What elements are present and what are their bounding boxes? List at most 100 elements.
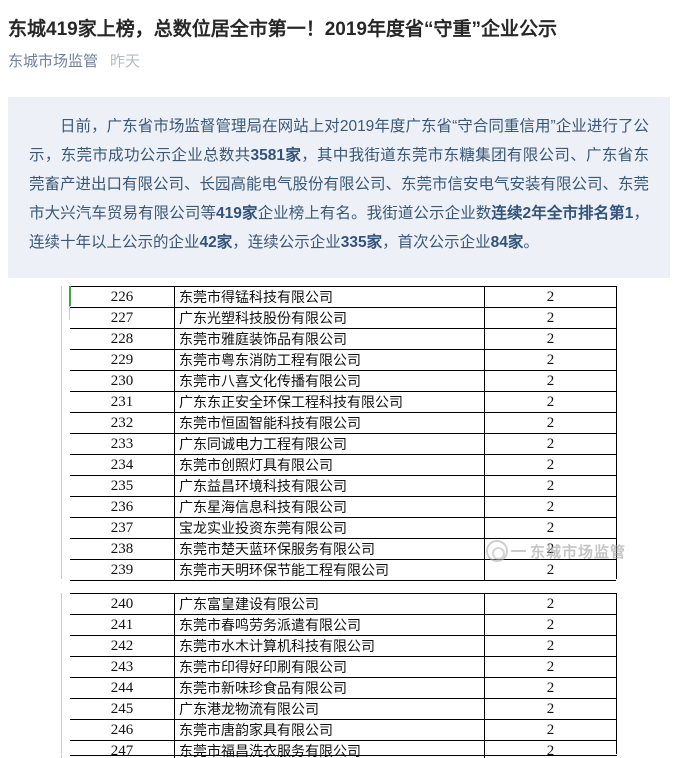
green-cell-marker <box>69 286 71 306</box>
count-cell: 2 <box>546 372 555 389</box>
row-number-cell: 229 <box>70 350 175 370</box>
row-number-cell: 244 <box>70 678 175 698</box>
row-number-cell: 238 <box>70 539 175 559</box>
row-number-cell: 245 <box>70 699 175 719</box>
table-row: 237 宝龙实业投资东莞有限公司 2 <box>70 518 616 539</box>
company-name-cell: 东莞市楚天蓝环保服务有限公司 <box>175 539 485 559</box>
company-name-cell: 东莞市八喜文化传播有限公司 <box>175 371 485 391</box>
table-row: 240 广东富皇建设有限公司 2 <box>70 594 616 615</box>
company-name-cell: 广东同诚电力工程有限公司 <box>175 434 485 454</box>
intro-highlight-box: 日前，广东省市场监督管理局在网站上对2019年度广东省“守合同重信用”企业进行了… <box>8 97 670 278</box>
intro-bold-segment: 连续2年全市排名第1 <box>491 205 634 222</box>
count-cell: 2 <box>546 330 555 347</box>
company-name-cell: 东莞市春鸣劳务派遣有限公司 <box>175 615 485 635</box>
count-cell: 2 <box>546 351 555 368</box>
intro-bold-segment: 335家 <box>340 234 383 251</box>
table-gutter-line <box>61 286 62 579</box>
count-cell: 2 <box>546 456 555 473</box>
row-number-cell: 230 <box>70 371 175 391</box>
table-row: 246 东莞市唐韵家具有限公司 2 <box>70 720 616 741</box>
count-cell: 2 <box>546 519 555 536</box>
intro-text-segment: ，其中我街道东莞市东糖集团有限公司、广东省东莞畜产进出口有限公司、长园高能电气股… <box>29 147 650 222</box>
company-name-cell: 东莞市福昌洗衣服务有限公司 <box>175 741 485 758</box>
row-number-cell: 240 <box>70 594 175 614</box>
table-row: 227 广东光塑科技股份有限公司 2 <box>70 308 616 329</box>
company-name-cell: 广东东正安全环保工程科技有限公司 <box>175 392 485 412</box>
account-name-link[interactable]: 东城市场监管 <box>8 53 99 70</box>
company-name-cell: 东莞市雅庭装饰品有限公司 <box>175 329 485 349</box>
article-title: 东城419家上榜，总数位居全市第一！2019年度省“守重”企业公示 <box>8 18 557 40</box>
table-row: 245 广东港龙物流有限公司 2 <box>70 699 616 720</box>
row-number-cell: 247 <box>70 741 175 758</box>
company-name-cell: 广东港龙物流有限公司 <box>175 699 485 719</box>
intro-bold-segment: 42家 <box>199 234 233 251</box>
intro-text-segment: 企业榜上有名。我街道公示企业数 <box>257 205 492 222</box>
next-row-gutter-stub <box>61 755 62 758</box>
count-cell: 2 <box>546 540 555 557</box>
intro-text-segment: 日前，广东省市场监督管理局在网站上对2019年度广东省“守合同重信用”企业进行了… <box>29 118 649 164</box>
gray-cell-marker <box>69 306 70 320</box>
intro-text-segment: ，连续十年以上公示的企业 <box>29 205 649 251</box>
company-name-cell: 东莞市创照灯具有限公司 <box>175 455 485 475</box>
table-row: 238 东莞市楚天蓝环保服务有限公司 2 <box>70 539 616 560</box>
company-name-cell: 广东富皇建设有限公司 <box>175 594 485 614</box>
count-cell: 2 <box>546 477 555 494</box>
row-number-cell: 232 <box>70 413 175 433</box>
company-name-cell: 广东光塑科技股份有限公司 <box>175 308 485 328</box>
company-name-cell: 广东星海信息科技有限公司 <box>175 497 485 517</box>
count-cell: 2 <box>546 393 555 410</box>
count-cell: 2 <box>546 435 555 452</box>
intro-text-segment: ，连续公示企业 <box>232 234 341 251</box>
count-cell: 2 <box>546 309 555 326</box>
table-row: 241 东莞市春鸣劳务派遣有限公司 2 <box>70 615 616 636</box>
count-cell: 2 <box>546 414 555 431</box>
row-number-cell: 227 <box>70 308 175 328</box>
row-number-cell: 231 <box>70 392 175 412</box>
table-row: 243 东莞市印得好印刷有限公司 2 <box>70 657 616 678</box>
table-row: 233 广东同诚电力工程有限公司 2 <box>70 434 616 455</box>
intro-bold-segment: 3581家 <box>250 147 302 164</box>
count-cell: 2 <box>546 679 555 696</box>
company-name-cell: 东莞市唐韵家具有限公司 <box>175 720 485 740</box>
count-cell: 2 <box>546 616 555 633</box>
intro-bold-segment: 84家 <box>490 234 524 251</box>
row-number-cell: 243 <box>70 657 175 677</box>
company-name-cell: 宝龙实业投资东莞有限公司 <box>175 518 485 538</box>
table-row: 231 广东东正安全环保工程科技有限公司 2 <box>70 392 616 413</box>
row-number-cell: 236 <box>70 497 175 517</box>
company-name-cell: 东莞市恒固智能科技有限公司 <box>175 413 485 433</box>
table-row: 229 东莞市粤东消防工程有限公司 2 <box>70 350 616 371</box>
table-row: 236 广东星海信息科技有限公司 2 <box>70 497 616 518</box>
count-cell: 2 <box>546 561 555 578</box>
intro-paragraph: 日前，广东省市场监督管理局在网站上对2019年度广东省“守合同重信用”企业进行了… <box>29 112 649 257</box>
table-row: 247 东莞市福昌洗衣服务有限公司 2 <box>70 741 616 758</box>
count-cell: 2 <box>546 498 555 515</box>
table-row: 239 东莞市天明环保节能工程有限公司 2 <box>70 560 616 581</box>
company-table-block-1: 226 东莞市得锰科技有限公司 2 227 广东光塑科技股份有限公司 2 228 东莞市雅庭装… <box>61 286 617 581</box>
row-number-cell: 237 <box>70 518 175 538</box>
next-row-top-border <box>70 755 617 756</box>
company-table-2: 240 广东富皇建设有限公司 2 241 东莞市春鸣劳务派遣有限公司 2 242 东莞市水木计… <box>70 593 617 758</box>
count-cell: 2 <box>546 595 555 612</box>
row-number-cell: 235 <box>70 476 175 496</box>
table-row: 228 东莞市雅庭装饰品有限公司 2 <box>70 329 616 350</box>
table-row: 234 东莞市创照灯具有限公司 2 <box>70 455 616 476</box>
count-cell: 2 <box>546 700 555 717</box>
row-number-cell: 241 <box>70 615 175 635</box>
company-name-cell: 东莞市得锰科技有限公司 <box>175 287 485 307</box>
intro-bold-segment: 419家 <box>216 205 258 222</box>
table-row: 230 东莞市八喜文化传播有限公司 2 <box>70 371 616 392</box>
company-table-block-2: 240 广东富皇建设有限公司 2 241 东莞市春鸣劳务派遣有限公司 2 242 东莞市水木计… <box>61 593 617 758</box>
table-gutter-line <box>61 593 62 754</box>
row-number-cell: 246 <box>70 720 175 740</box>
count-cell: 2 <box>546 637 555 654</box>
company-table-1: 226 东莞市得锰科技有限公司 2 227 广东光塑科技股份有限公司 2 228 东莞市雅庭装… <box>70 286 617 581</box>
row-number-cell: 242 <box>70 636 175 656</box>
row-number-cell: 234 <box>70 455 175 475</box>
table-row: 235 广东益昌环境科技有限公司 2 <box>70 476 616 497</box>
intro-text-segment: ，首次公示企业 <box>382 234 491 251</box>
count-cell: 2 <box>546 288 555 305</box>
row-number-cell: 226 <box>70 287 175 307</box>
intro-text-segment: 。 <box>523 234 539 251</box>
